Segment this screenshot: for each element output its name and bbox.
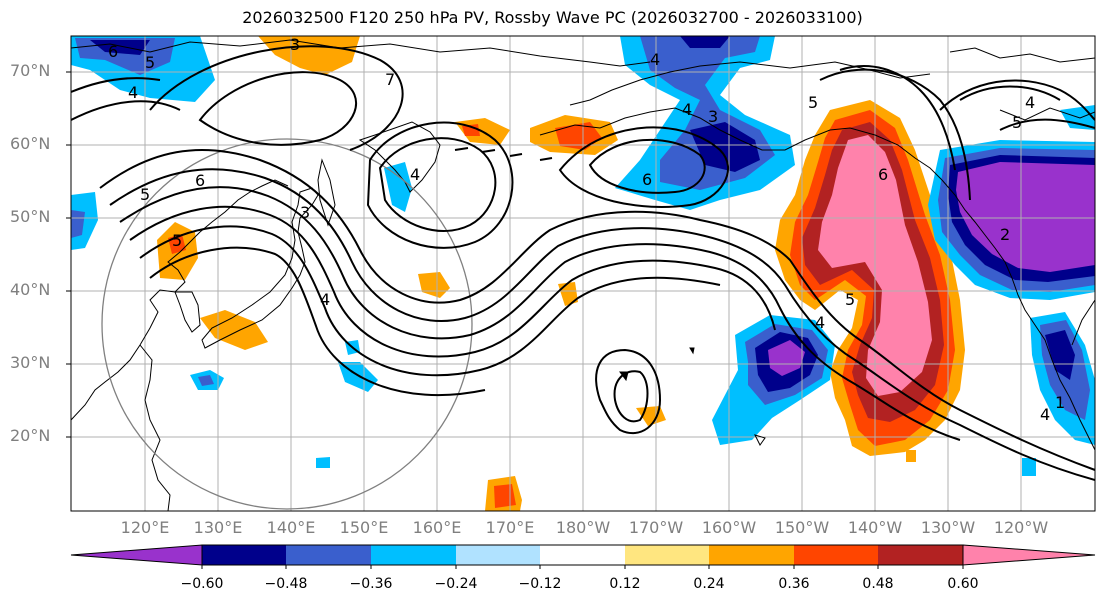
lat-label: 30°N bbox=[10, 353, 51, 372]
colorbar-swatch bbox=[540, 545, 625, 565]
lon-label: 130°W bbox=[920, 518, 976, 537]
contour-label: 4 bbox=[815, 313, 825, 332]
coastlines bbox=[71, 39, 1095, 511]
colorbar-swatch bbox=[794, 545, 878, 565]
north-america-west-coast bbox=[941, 179, 1095, 451]
contour-label: 5 bbox=[808, 93, 818, 112]
colorbar-swatch bbox=[878, 545, 963, 565]
contour-label: 6 bbox=[195, 171, 205, 190]
colorbar-tick-label: −0.12 bbox=[518, 576, 562, 592]
contour-label: 6 bbox=[108, 42, 118, 61]
korea-coastline bbox=[174, 291, 201, 333]
kamchatka-coastline bbox=[358, 121, 441, 193]
lat-label: 50°N bbox=[10, 207, 51, 226]
colorbar-tick-label: −0.24 bbox=[434, 576, 478, 592]
contour-label: 4 bbox=[1025, 93, 1035, 112]
lon-label: 120°W bbox=[993, 518, 1049, 537]
colorbar-swatch bbox=[709, 545, 794, 565]
contour-label: 1 bbox=[1055, 393, 1065, 412]
lon-label: 140°W bbox=[847, 518, 903, 537]
region-circle bbox=[101, 138, 473, 510]
lat-label: 40°N bbox=[10, 280, 51, 299]
contour-label: 2 bbox=[1000, 225, 1010, 244]
contour-label: 7 bbox=[385, 70, 395, 89]
contour-label: 3 bbox=[708, 107, 718, 126]
contour-label: 5 bbox=[845, 290, 855, 309]
contour-label: 5 bbox=[140, 185, 150, 204]
colorbar-tick-label: −0.48 bbox=[264, 576, 308, 592]
contour-label: 6 bbox=[642, 170, 652, 189]
lat-label: 70°N bbox=[10, 61, 51, 80]
colorbar-tick-label: −0.60 bbox=[180, 576, 224, 592]
aleutian-islands bbox=[454, 147, 553, 161]
contour-label: 5 bbox=[145, 53, 155, 72]
colorbar-tick-label: 0.12 bbox=[609, 576, 641, 592]
map-plot-area: 6 5 4 3 7 6 4 5 5 4 3 4 6 5 6 5 4 2 5 4 … bbox=[71, 35, 1095, 511]
lon-label: 150°E bbox=[339, 518, 389, 537]
contour-label: 4 bbox=[682, 100, 692, 119]
map-frame bbox=[70, 35, 1096, 512]
lon-label: 160°E bbox=[412, 518, 462, 537]
colorbar bbox=[70, 544, 1096, 569]
lon-label: 160°W bbox=[701, 518, 757, 537]
lon-label: 130°E bbox=[193, 518, 243, 537]
contour-label: 4 bbox=[128, 83, 138, 102]
lon-label: 170°E bbox=[485, 518, 535, 537]
alaska-coastline bbox=[569, 61, 931, 106]
lat-label: 60°N bbox=[10, 134, 51, 153]
lon-label: 150°W bbox=[774, 518, 830, 537]
contour-label: 5 bbox=[1012, 113, 1022, 132]
colorbar-tick-label: 0.48 bbox=[862, 576, 894, 592]
asia-coastline bbox=[71, 179, 289, 421]
colorbar-tick-label: 0.60 bbox=[947, 576, 979, 592]
contour-labels: 6 5 4 3 7 6 4 5 5 4 3 4 6 5 6 5 4 2 5 4 … bbox=[108, 35, 1065, 424]
colorbar-tick-label: 0.36 bbox=[778, 576, 810, 592]
colorbar-tick-label: 0.24 bbox=[693, 576, 725, 592]
colorbar-swatch bbox=[202, 545, 286, 565]
lat-ticks bbox=[66, 71, 71, 438]
positive-anomaly-japan-south bbox=[200, 310, 268, 350]
colorbar-swatch bbox=[456, 545, 540, 565]
map-title: 2026032500 F120 250 hPa PV, Rossby Wave … bbox=[242, 8, 863, 27]
contour-label: 4 bbox=[320, 290, 330, 309]
colorbar-swatch bbox=[286, 545, 371, 565]
positive-anomaly-top bbox=[258, 36, 360, 75]
colorbar-extend-high bbox=[962, 544, 1096, 566]
contour-label: 4 bbox=[1040, 405, 1050, 424]
lon-label: 180°W bbox=[555, 518, 611, 537]
contour-label: 4 bbox=[650, 50, 660, 69]
contour-label: 6 bbox=[878, 165, 888, 184]
lat-label: 20°N bbox=[10, 426, 51, 445]
pv-contours bbox=[71, 45, 1095, 481]
lon-label: 120°E bbox=[120, 518, 170, 537]
contour-label: 5 bbox=[172, 231, 182, 250]
colorbar-tick-label: −0.36 bbox=[349, 576, 393, 592]
contour-label: 4 bbox=[410, 165, 420, 184]
lon-label: 170°W bbox=[628, 518, 684, 537]
contour-label: 3 bbox=[290, 35, 300, 54]
contour-label: 3 bbox=[300, 203, 310, 222]
colorbar-swatch bbox=[625, 545, 709, 565]
colorbar-swatch bbox=[371, 545, 456, 565]
colorbar-extend-low bbox=[70, 544, 203, 566]
lon-label: 140°E bbox=[266, 518, 316, 537]
